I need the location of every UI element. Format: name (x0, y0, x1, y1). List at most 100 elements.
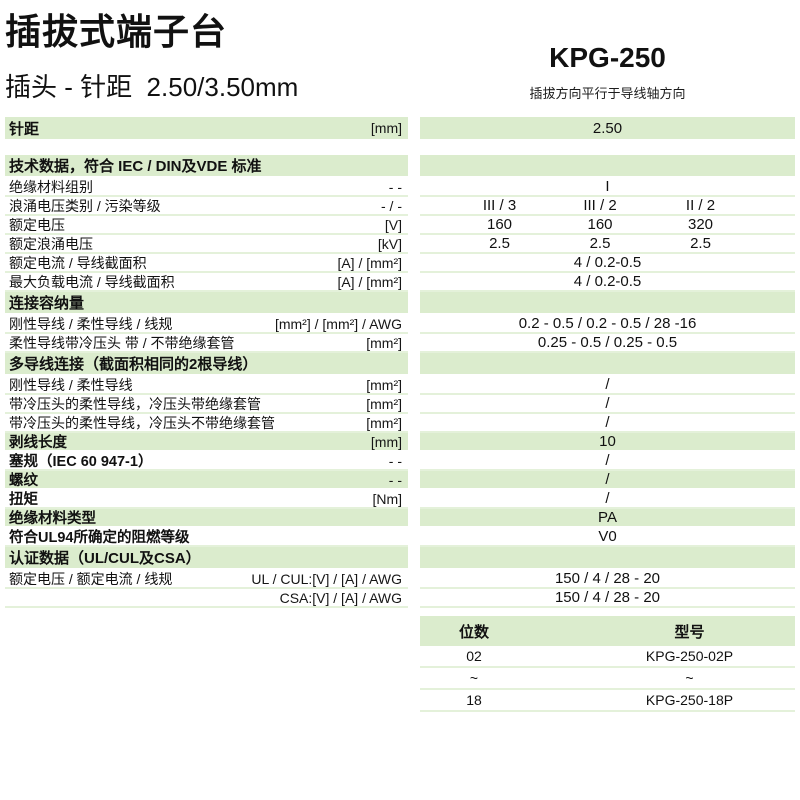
spec-label-cell: 螺纹 - - (5, 471, 408, 491)
spec-value-cell: 160 160 320 (420, 216, 795, 236)
spec-label-cell: 刚性导线 / 柔性导线 [mm²] (5, 376, 408, 396)
model-block: KPG-250 插拔方向平行于导线轴方向 (420, 42, 795, 104)
row-unit: - - (388, 452, 402, 469)
spec-label-cell: 带冷压头的柔性导线，冷压头不带绝缘套管 [mm²] (5, 414, 408, 434)
order-row: 18 KPG-250-18P (420, 690, 795, 713)
row-value-2: 2.5 (589, 235, 611, 253)
order-model: KPG-250-18P (645, 692, 734, 709)
row-value-1: 160 (486, 216, 513, 234)
row-unit: [mm²] (366, 414, 402, 431)
order-positions: ~ (469, 670, 479, 687)
spec-row-ul94-flammability: 符合UL94所确定的阻燃等级 V0 (5, 528, 795, 548)
spec-value-cell: 4 / 0.2-0.5 (420, 273, 795, 293)
spec-section-technical-data: 技术数据，符合 IEC / DIN及VDE 标准 (5, 155, 795, 179)
spec-row-ferrule: 柔性导线带冷压头 带 / 不带绝缘套管 [mm²] 0.25 - 0.5 / 0… (5, 334, 795, 354)
row-unit: - - (388, 471, 402, 488)
row-unit: - / - (381, 197, 402, 214)
row-label: 剥线长度 (9, 435, 67, 452)
spec-value-cell: 150 / 4 / 28 - 20 (420, 570, 795, 590)
spec-label-cell: 额定电压 / 额定电流 / 线规 UL / CUL:[V] / [A] / AW… (5, 570, 408, 590)
spec-row-insulation-group: 绝缘材料组别 - - I (5, 178, 795, 198)
row-value: / (605, 414, 610, 432)
order-col-positions: 位数 (458, 623, 489, 641)
row-label: 额定电压 / 额定电流 / 线规 (9, 570, 173, 587)
spec-value-cell: / (420, 490, 795, 510)
spec-row-multi-ferrule-no-sleeve: 带冷压头的柔性导线，冷压头不带绝缘套管 [mm²] / (5, 414, 795, 434)
section-title: 认证数据（UL/CUL及CSA） (9, 550, 201, 568)
row-value: / (605, 490, 610, 508)
row-label: 柔性导线带冷压头 带 / 不带绝缘套管 (9, 334, 235, 351)
row-value: / (605, 376, 610, 394)
spec-value-cell (420, 547, 795, 571)
row-unit: [V] (384, 216, 402, 233)
spec-label-cell: 认证数据（UL/CUL及CSA） (5, 547, 408, 571)
row-value: 0.2 - 0.5 / 0.2 - 0.5 / 28 -16 (518, 315, 697, 333)
row-value: 150 / 4 / 28 - 20 (554, 589, 661, 607)
order-positions: 18 (466, 692, 482, 709)
row-value: 150 / 4 / 28 - 20 (554, 570, 661, 588)
spec-label-cell: 最大负载电流 / 导线截面积 [A] / [mm²] (5, 273, 408, 293)
row-unit: [kV] (377, 235, 402, 252)
row-value: I (605, 178, 610, 196)
spec-row-gauge: 塞规（IEC 60 947-1） - - / (5, 452, 795, 472)
page-subtitle: 插头 - 针距 2.50/3.50mm (5, 72, 299, 103)
spec-row-rated-surge-voltage: 额定浪涌电压 [kV] 2.5 2.5 2.5 (5, 235, 795, 255)
spec-value-cell (420, 353, 795, 377)
row-value-3: 2.5 (690, 235, 711, 253)
section-gap (5, 141, 795, 155)
row-unit: - - (388, 178, 402, 195)
row-value: 2.50 (592, 119, 623, 137)
spec-value-cell: / (420, 395, 795, 415)
row-label: 带冷压头的柔性导线，冷压头不带绝缘套管 (9, 414, 275, 431)
row-label: 扭矩 (9, 492, 38, 509)
spec-label-cell: 额定电流 / 导线截面积 [A] / [mm²] (5, 254, 408, 274)
spec-label-cell: 多导线连接（截面积相同的2根导线） (5, 353, 408, 377)
spec-value-cell: / (420, 414, 795, 434)
order-row-range: ~ ~ (420, 668, 795, 691)
order-table-header: 位数 型号 (420, 616, 795, 647)
spec-value-cell: / (420, 376, 795, 396)
row-unit: [Nm] (372, 490, 402, 507)
spec-row-surge-category: 浪涌电压类别 / 污染等级 - / - III / 3 III / 2 II /… (5, 197, 795, 217)
page-title: 插拔式端子台 (5, 11, 228, 52)
spec-section-certification: 认证数据（UL/CUL及CSA） (5, 547, 795, 571)
page-header: 插拔式端子台 插头 - 针距 2.50/3.50mm KPG-250 插拔方向平… (5, 8, 795, 104)
spec-label-cell: 符合UL94所确定的阻燃等级 (5, 528, 408, 548)
spec-label-cell: 塞规（IEC 60 947-1） - - (5, 452, 408, 472)
spec-label-cell: 剥线长度 [mm] (5, 433, 408, 453)
spec-label-cell: 针距 [mm] (5, 117, 408, 142)
spec-label-cell: CSA:[V] / [A] / AWG (5, 589, 408, 609)
row-label: 刚性导线 / 柔性导线 / 线规 (9, 315, 173, 332)
spec-label-cell: 连接容纳量 (5, 292, 408, 316)
spec-value-cell: 150 / 4 / 28 - 20 (420, 589, 795, 609)
row-label: 带冷压头的柔性导线，冷压头带绝缘套管 (9, 395, 261, 412)
row-unit: [mm²] (366, 376, 402, 393)
row-unit: [mm] (370, 433, 402, 450)
spec-value-cell: I (420, 178, 795, 198)
spec-label-cell: 额定电压 [V] (5, 216, 408, 236)
spec-row-multi-ferrule-sleeve: 带冷压头的柔性导线，冷压头带绝缘套管 [mm²] / (5, 395, 795, 415)
row-value: / (605, 452, 610, 470)
spec-label-cell: 柔性导线带冷压头 带 / 不带绝缘套管 [mm²] (5, 334, 408, 354)
spec-section-multi-conductor: 多导线连接（截面积相同的2根导线） (5, 353, 795, 377)
row-value-1: III / 3 (482, 197, 517, 215)
row-label: 额定电流 / 导线截面积 (9, 254, 147, 271)
spec-row-pitch: 针距 [mm] 2.50 (5, 117, 795, 142)
row-value: PA (598, 509, 617, 527)
spec-row-csa-rating: CSA:[V] / [A] / AWG 150 / 4 / 28 - 20 (5, 589, 795, 609)
order-row: 02 KPG-250-02P (420, 646, 795, 669)
spec-value-cell: / (420, 452, 795, 472)
spec-value-cell: 10 (420, 433, 795, 453)
spec-row-insulation-material: 绝缘材料类型 PA (5, 509, 795, 529)
row-unit: [mm] (370, 120, 402, 137)
order-col-model: 型号 (674, 623, 705, 641)
spec-row-thread: 螺纹 - - / (5, 471, 795, 491)
spec-value-cell: V0 (420, 528, 795, 548)
row-label: 符合UL94所确定的阻燃等级 (9, 530, 190, 547)
spec-label-cell: 额定浪涌电压 [kV] (5, 235, 408, 255)
spec-value-cell: 2.50 (420, 117, 795, 142)
row-value-3: 320 (687, 216, 714, 234)
spec-row-solid-flexible-awg: 刚性导线 / 柔性导线 / 线规 [mm²] / [mm²] / AWG 0.2… (5, 315, 795, 335)
row-label: 额定电压 (9, 216, 65, 233)
